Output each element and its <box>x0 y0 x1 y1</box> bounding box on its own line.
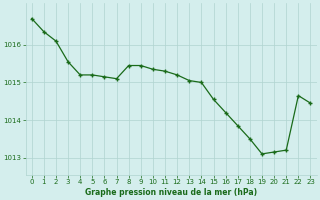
X-axis label: Graphe pression niveau de la mer (hPa): Graphe pression niveau de la mer (hPa) <box>85 188 257 197</box>
